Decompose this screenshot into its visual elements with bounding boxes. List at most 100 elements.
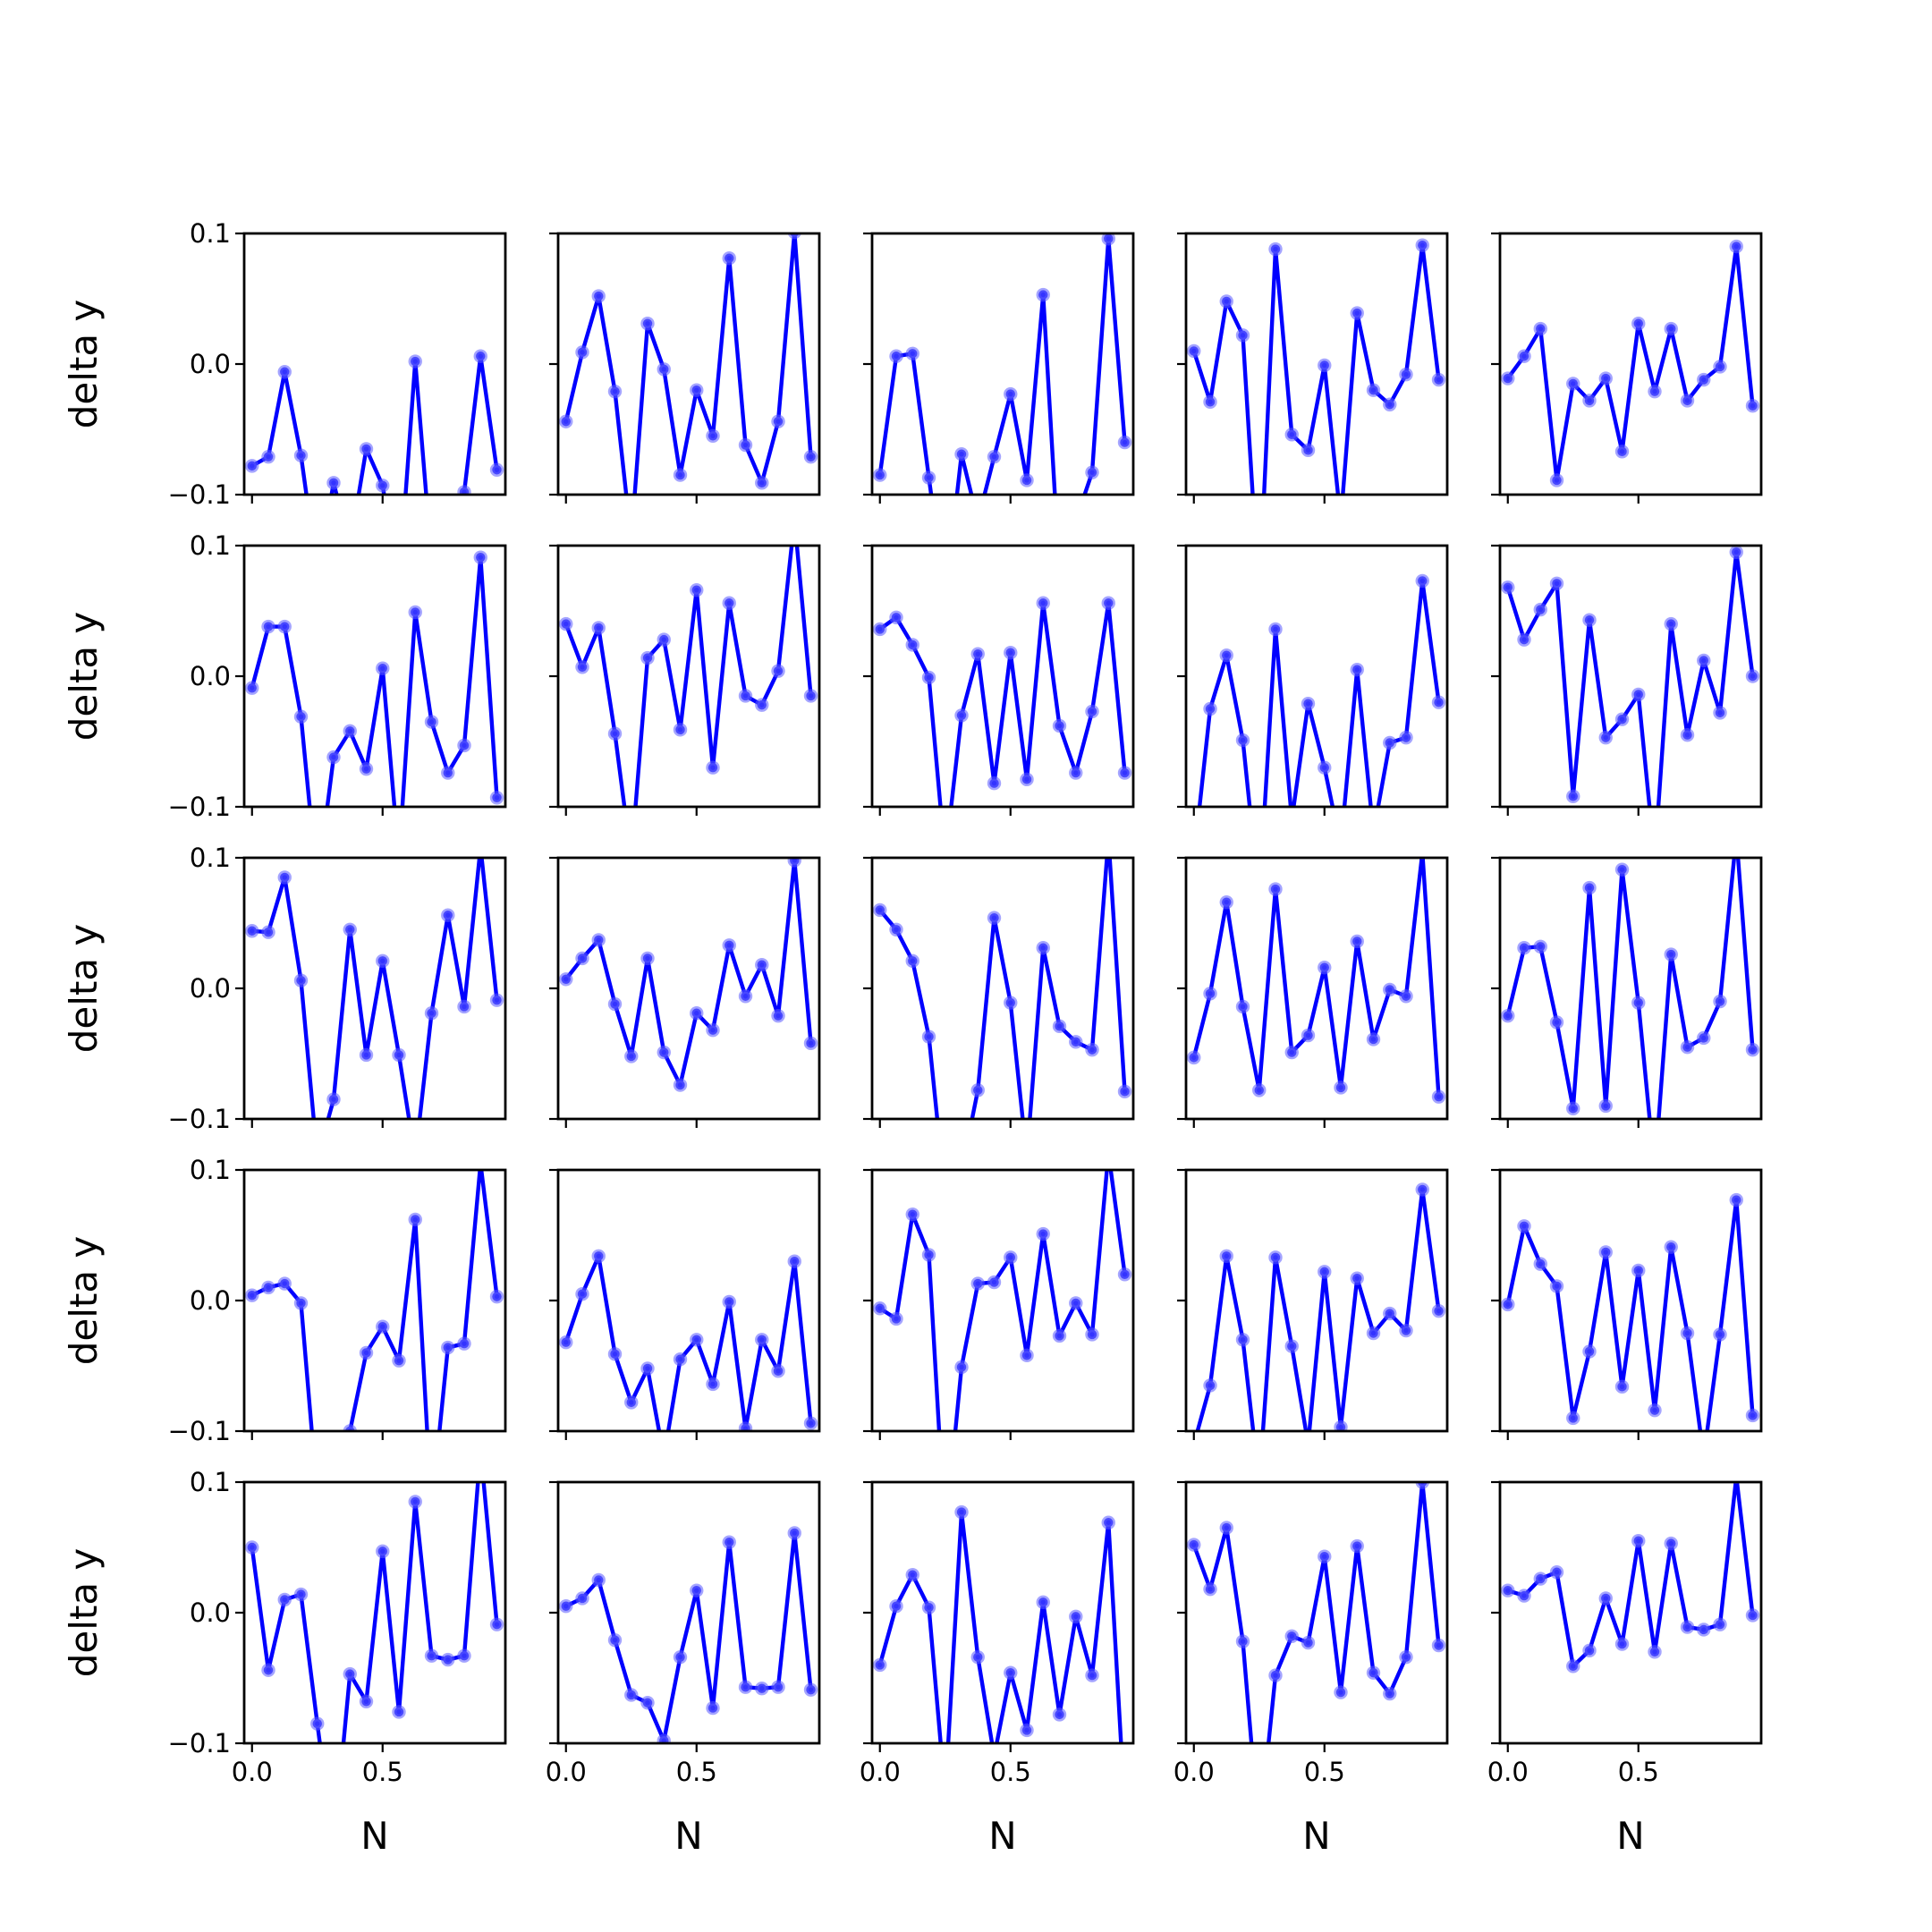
data-point bbox=[921, 1248, 936, 1262]
series-line bbox=[564, 1530, 813, 1743]
data-point bbox=[277, 870, 292, 885]
data-point bbox=[1268, 882, 1283, 896]
data-point bbox=[905, 953, 919, 969]
series-line bbox=[877, 1170, 1127, 1431]
x-axis-label: N bbox=[1302, 1814, 1330, 1858]
data-point bbox=[1117, 1267, 1132, 1282]
data-point bbox=[1255, 894, 1264, 902]
data-point bbox=[640, 317, 655, 331]
data-point bbox=[591, 621, 606, 635]
data-point bbox=[575, 345, 589, 360]
data-point bbox=[1368, 828, 1377, 837]
series-group bbox=[559, 1249, 818, 1431]
data-point bbox=[1501, 580, 1515, 595]
x-axis-label: N bbox=[360, 1814, 388, 1858]
data-point bbox=[1631, 687, 1646, 702]
data-point bbox=[1318, 358, 1332, 373]
data-point bbox=[738, 1421, 753, 1431]
data-point bbox=[1648, 384, 1662, 399]
x-tick-label: 0.0 bbox=[546, 1757, 587, 1787]
data-point bbox=[261, 619, 275, 634]
data-point bbox=[1350, 934, 1364, 949]
data-point bbox=[941, 854, 950, 863]
data-point bbox=[1549, 1279, 1564, 1293]
data-point bbox=[673, 723, 688, 737]
data-point bbox=[376, 479, 390, 493]
data-point bbox=[1680, 728, 1695, 742]
data-point bbox=[1004, 646, 1018, 660]
data-point bbox=[987, 776, 1002, 791]
data-point bbox=[408, 354, 422, 369]
data-point bbox=[1415, 573, 1429, 589]
data-point bbox=[457, 485, 471, 495]
data-point bbox=[657, 362, 671, 377]
data-point bbox=[1745, 1608, 1760, 1623]
data-point bbox=[1203, 394, 1217, 410]
data-point bbox=[1533, 1572, 1547, 1586]
data-point bbox=[1104, 1148, 1113, 1157]
data-point bbox=[1303, 1439, 1312, 1448]
data-point bbox=[970, 1649, 985, 1665]
data-point bbox=[329, 1843, 338, 1852]
data-point bbox=[359, 1047, 374, 1063]
data-point bbox=[1399, 1649, 1413, 1665]
data-point bbox=[261, 1280, 275, 1295]
data-point bbox=[1533, 321, 1547, 336]
x-tick-label: 0.5 bbox=[362, 1757, 403, 1787]
subplot-r3-c4 bbox=[1177, 856, 1449, 1128]
data-point bbox=[293, 1587, 309, 1602]
data-point bbox=[1203, 1582, 1217, 1597]
data-point bbox=[575, 951, 589, 966]
data-point bbox=[1713, 360, 1727, 374]
series-group bbox=[245, 1482, 504, 1852]
data-point bbox=[1415, 1182, 1429, 1197]
data-point bbox=[1582, 1643, 1597, 1658]
data-point bbox=[1190, 1439, 1199, 1448]
data-point bbox=[738, 437, 753, 453]
data-point bbox=[1729, 239, 1743, 254]
data-point bbox=[921, 1030, 936, 1044]
data-point bbox=[1255, 1479, 1264, 1487]
data-point bbox=[1336, 516, 1345, 525]
subplot-r2-c3 bbox=[863, 544, 1135, 863]
data-point bbox=[954, 1360, 969, 1375]
y-tick-label: 0.0 bbox=[190, 1285, 231, 1316]
data-point bbox=[293, 973, 309, 987]
x-tick-label: 0.5 bbox=[990, 1757, 1031, 1787]
subplot-r3-c2 bbox=[549, 856, 821, 1128]
data-point bbox=[1431, 372, 1446, 387]
series-line bbox=[1191, 858, 1441, 1099]
data-point bbox=[489, 1617, 504, 1631]
data-point bbox=[1399, 1323, 1413, 1338]
data-point bbox=[359, 1694, 374, 1708]
data-point bbox=[1004, 996, 1018, 1010]
data-point bbox=[1517, 349, 1531, 363]
data-point bbox=[787, 1526, 801, 1540]
data-point bbox=[408, 605, 422, 620]
series-line bbox=[564, 546, 813, 807]
data-point bbox=[1697, 1623, 1711, 1637]
data-point bbox=[941, 1791, 950, 1800]
data-point bbox=[1190, 854, 1199, 863]
series-line bbox=[1505, 1482, 1755, 1669]
data-point bbox=[1697, 1030, 1711, 1046]
data-point bbox=[1334, 1685, 1348, 1699]
data-point bbox=[771, 414, 785, 428]
data-point bbox=[1318, 760, 1332, 775]
data-point bbox=[1334, 1419, 1348, 1431]
series-line bbox=[877, 236, 1127, 495]
series-line bbox=[564, 1254, 813, 1431]
data-point bbox=[1399, 989, 1413, 1004]
series-line bbox=[877, 601, 1127, 807]
subplot-r5-c2: 0.0 0.5 N bbox=[546, 1480, 821, 1858]
data-point bbox=[1235, 999, 1250, 1014]
x-axis-label: N bbox=[1616, 1814, 1644, 1858]
x-tick-label: 0.5 bbox=[1618, 1757, 1659, 1787]
data-point bbox=[261, 1663, 275, 1677]
data-point bbox=[1549, 1565, 1564, 1580]
data-point bbox=[392, 1353, 406, 1368]
data-point bbox=[790, 515, 799, 524]
subplot-r3-c1: −0.1 0.0 0.1 delta y bbox=[62, 843, 507, 1134]
data-point bbox=[787, 1254, 801, 1268]
data-point bbox=[359, 761, 374, 776]
